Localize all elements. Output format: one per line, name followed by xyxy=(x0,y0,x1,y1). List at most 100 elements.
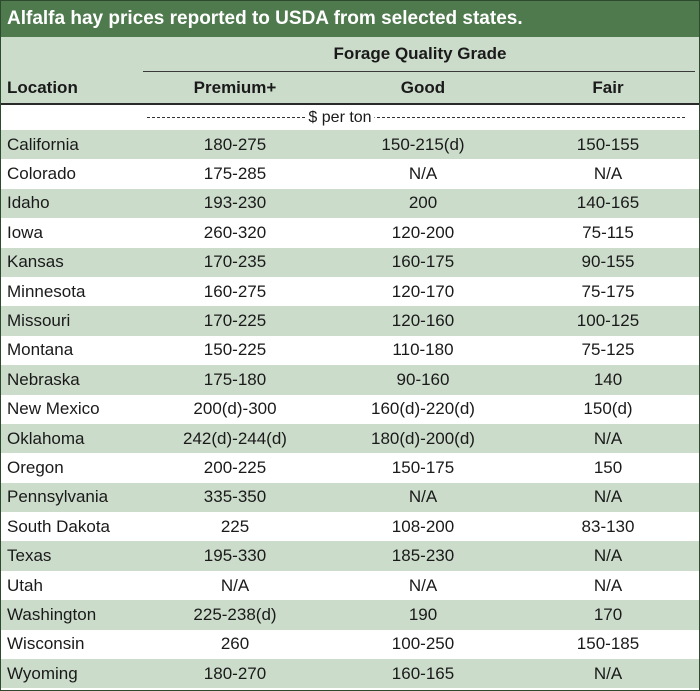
fair-price-cell: 100-125 xyxy=(576,311,640,331)
fair-price-cell: 170 xyxy=(593,604,623,624)
location-cell: Missouri xyxy=(7,311,71,331)
premium-price-cell: 180-270 xyxy=(203,663,267,683)
good-price-cell: 110-180 xyxy=(392,340,454,360)
units-dashed-line xyxy=(147,117,685,118)
premium-price-cell: 260 xyxy=(220,634,250,654)
fair-price-cell: N/A xyxy=(593,487,623,507)
location-cell: Utah xyxy=(7,575,43,595)
premium-price-cell: 200(d)-300 xyxy=(193,399,277,419)
fair-price-cell: 150-155 xyxy=(576,134,640,154)
fair-price-cell: 150-185 xyxy=(576,634,640,654)
location-cell: Iowa xyxy=(7,222,43,242)
good-price-cell: 160-175 xyxy=(391,252,455,272)
location-cell: California xyxy=(7,134,79,154)
location-cell: Oregon xyxy=(7,457,64,477)
table-row: Idaho 193-230 200 140-165 xyxy=(1,188,699,219)
location-cell: Montana xyxy=(7,340,74,360)
units-row: $ per ton xyxy=(1,105,699,130)
units-label: $ per ton xyxy=(305,105,375,130)
table-row: Iowa 260-320 120-200 75-115 xyxy=(1,218,699,248)
location-cell: Texas xyxy=(7,546,52,566)
table-row: Wisconsin 260 100-250 150-185 xyxy=(1,629,699,660)
table-row: Colorado 175-285 N/A N/A xyxy=(1,159,699,189)
fair-price-cell: 140-165 xyxy=(576,193,640,213)
location-cell: Colorado xyxy=(7,164,76,184)
location-cell: Nebraska xyxy=(7,369,80,389)
table-row: Washington 225-238(d) 190 170 xyxy=(1,600,699,630)
location-cell: New Mexico xyxy=(7,399,100,419)
good-column-header: Good xyxy=(400,78,446,97)
good-price-cell: 90-160 xyxy=(396,369,450,389)
premium-price-cell: 170-235 xyxy=(203,252,267,272)
fair-price-cell: N/A xyxy=(593,428,623,448)
table-header: Forage Quality Grade Location Premium+ G… xyxy=(1,37,699,103)
good-price-cell: 200 xyxy=(408,193,438,213)
good-price-cell: 108-200 xyxy=(391,516,455,536)
fair-price-cell: 75-115 xyxy=(582,222,634,242)
fair-price-cell: N/A xyxy=(593,575,623,595)
premium-price-cell: N/A xyxy=(220,575,250,595)
location-cell: Wyoming xyxy=(7,663,78,683)
good-price-cell: 150-175 xyxy=(391,457,455,477)
location-cell: Wisconsin xyxy=(7,634,85,654)
premium-price-cell: 225 xyxy=(220,516,250,536)
location-cell: South Dakota xyxy=(7,516,111,536)
table-row: Texas 195-330 185-230 N/A xyxy=(1,541,699,571)
good-price-cell: 100-250 xyxy=(391,634,455,654)
header-divider xyxy=(1,103,699,105)
fair-price-cell: 75-125 xyxy=(581,340,635,360)
table-row: Oregon 200-225 150-175 150 xyxy=(1,453,699,483)
table-row: Montana 150-225 110-180 75-125 xyxy=(1,335,699,366)
location-cell: Washington xyxy=(7,604,97,624)
table-row: Minnesota 160-275 120-170 75-175 xyxy=(1,276,699,307)
fair-price-cell: N/A xyxy=(593,546,623,566)
fair-price-cell: 140 xyxy=(593,369,623,389)
table-row: New Mexico 200(d)-300 160(d)-220(d) 150(d) xyxy=(1,394,699,424)
premium-price-cell: 193-230 xyxy=(203,193,267,213)
fair-column-header: Fair xyxy=(592,78,624,97)
location-cell: Oklahoma xyxy=(7,428,85,448)
premium-price-cell: 335-350 xyxy=(203,487,267,507)
premium-price-cell: 175-180 xyxy=(203,369,267,389)
location-column-header: Location xyxy=(7,78,78,97)
premium-price-cell: 150-225 xyxy=(203,340,267,360)
location-cell: Kansas xyxy=(7,252,64,272)
forage-quality-grade-header: Forage Quality Grade xyxy=(333,44,507,63)
good-price-cell: 160-165 xyxy=(391,663,455,683)
table-row: Nebraska 175-180 90-160 140 xyxy=(1,365,699,395)
table-row: Wyoming 180-270 160-165 N/A xyxy=(1,659,699,689)
good-price-cell: 150-215(d) xyxy=(381,134,465,154)
good-price-cell: 190 xyxy=(408,604,438,624)
group-header-underline xyxy=(143,71,695,72)
table-row: Pennsylvania 335-350 N/A N/A xyxy=(1,482,699,513)
fair-price-cell: N/A xyxy=(593,663,623,683)
fair-price-cell: 83-130 xyxy=(581,516,635,536)
premium-price-cell: 175-285 xyxy=(203,164,267,184)
fair-price-cell: N/A xyxy=(593,164,623,184)
good-price-cell: 120-170 xyxy=(391,281,455,301)
location-cell: Minnesota xyxy=(7,281,86,301)
premium-price-cell: 195-330 xyxy=(203,546,267,566)
fair-price-cell: 75-175 xyxy=(581,281,635,301)
good-price-cell: 160(d)-220(d) xyxy=(371,399,475,419)
premium-column-header: Premium+ xyxy=(193,78,277,97)
table-row: South Dakota 225 108-200 83-130 xyxy=(1,512,699,542)
table-row: Missouri 170-225 120-160 100-125 xyxy=(1,306,699,336)
table-title: Alfalfa hay prices reported to USDA from… xyxy=(1,1,699,37)
premium-price-cell: 200-225 xyxy=(203,457,267,477)
table-row: Utah N/A N/A N/A xyxy=(1,570,699,601)
table-row: California 180-275 150-215(d) 150-155 xyxy=(1,130,699,160)
premium-price-cell: 160-275 xyxy=(203,281,267,301)
fair-price-cell: 90-155 xyxy=(581,252,635,272)
table-body: California 180-275 150-215(d) 150-155 Colora… xyxy=(1,130,699,689)
good-price-cell: N/A xyxy=(408,575,438,595)
good-price-cell: N/A xyxy=(408,164,438,184)
premium-price-cell: 180-275 xyxy=(203,134,267,154)
table-row: Oklahoma 242(d)-244(d) 180(d)-200(d) N/A xyxy=(1,423,699,454)
good-price-cell: 180(d)-200(d) xyxy=(371,428,475,448)
location-cell: Idaho xyxy=(7,193,50,213)
premium-price-cell: 170-225 xyxy=(203,311,267,331)
good-price-cell: 120-160 xyxy=(391,311,455,331)
premium-price-cell: 260-320 xyxy=(203,222,267,242)
